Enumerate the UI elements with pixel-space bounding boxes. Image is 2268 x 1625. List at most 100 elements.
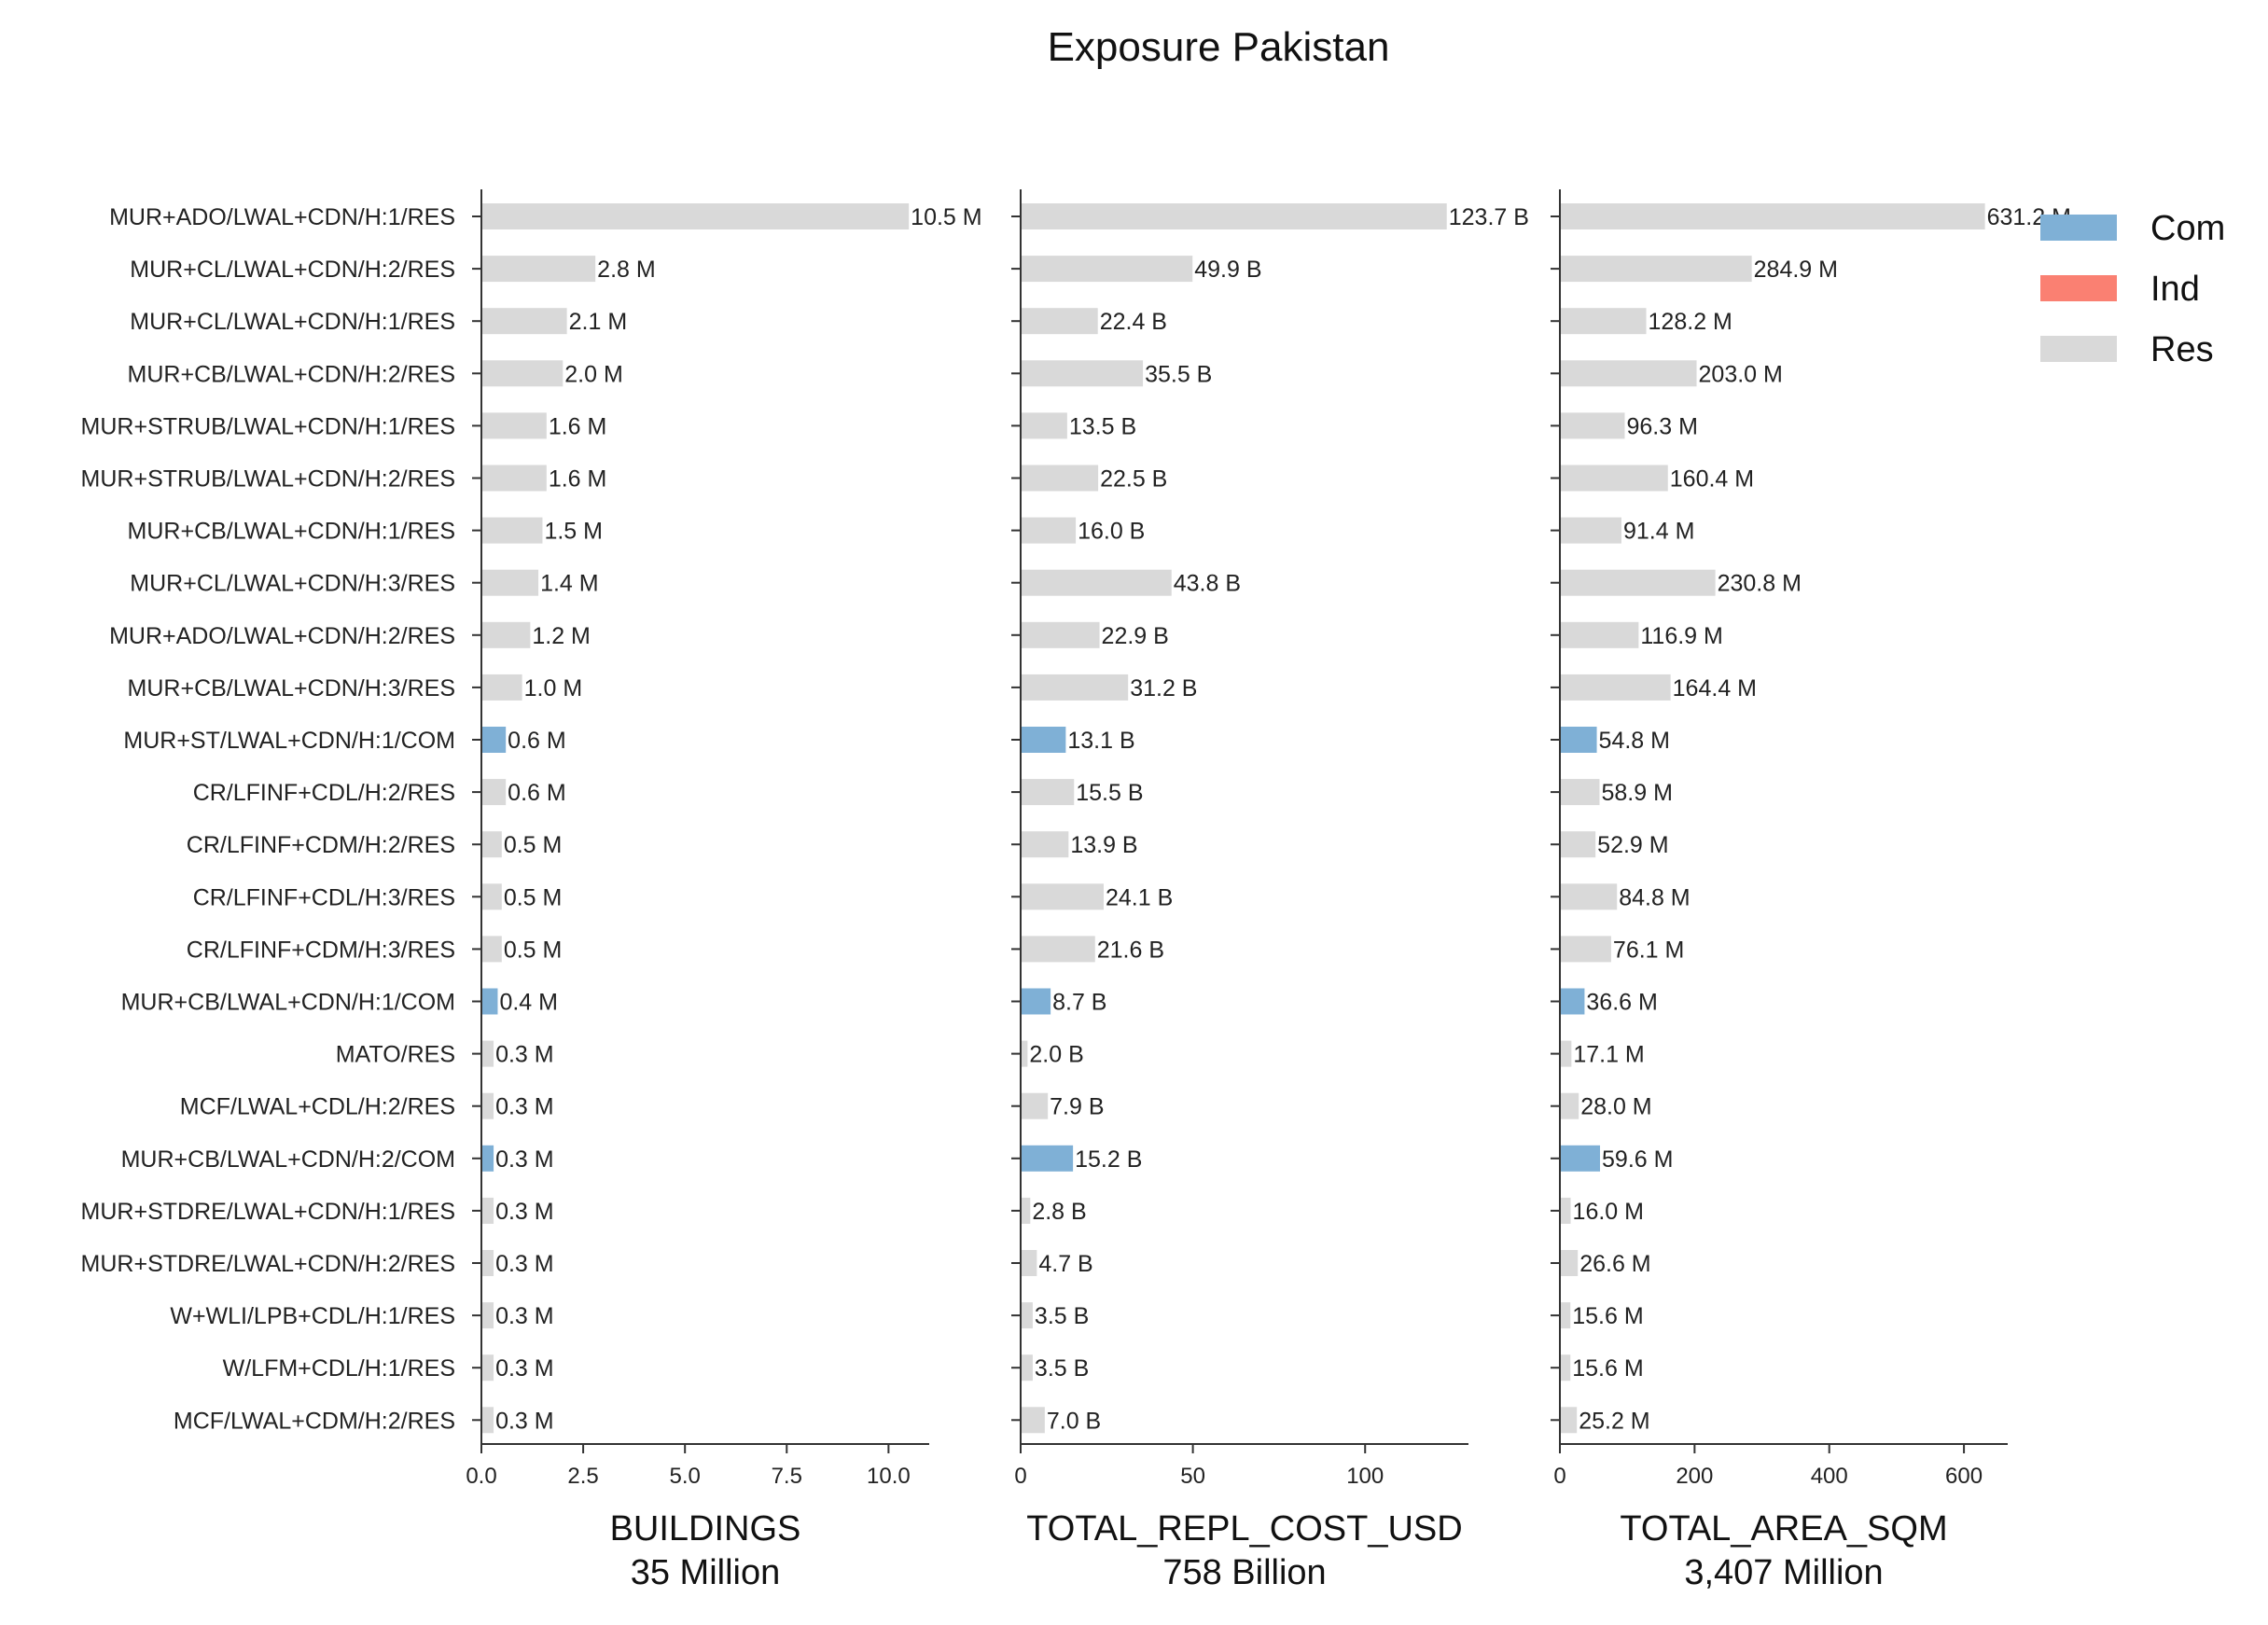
x-tick-label: 7.5 xyxy=(772,1464,802,1489)
data-label: 203.0 M xyxy=(1699,361,1783,387)
bar-res xyxy=(1560,1197,1571,1224)
bar-res xyxy=(481,1092,494,1119)
data-label: 54.8 M xyxy=(1599,728,1670,754)
data-label: 58.9 M xyxy=(1602,780,1673,806)
x-axis-subtitle: 3,407 Million xyxy=(1684,1553,1883,1592)
bar-res xyxy=(481,1302,494,1329)
x-tick-label: 400 xyxy=(1811,1464,1848,1489)
category-label: MUR+CB/LWAL+CDN/H:2/COM xyxy=(121,1146,455,1173)
data-label: 0.6 M xyxy=(508,728,566,754)
data-label: 22.9 B xyxy=(1102,623,1169,649)
data-label: 7.0 B xyxy=(1047,1408,1101,1434)
data-label: 36.6 M xyxy=(1586,990,1657,1016)
category-label: MUR+CB/LWAL+CDN/H:1/RES xyxy=(128,519,455,545)
bar-res xyxy=(481,569,539,596)
legend-label-res: Res xyxy=(2150,330,2214,369)
category-label: MUR+ADO/LWAL+CDN/H:2/RES xyxy=(109,623,455,649)
category-label: CR/LFINF+CDM/H:2/RES xyxy=(187,832,455,858)
bar-res xyxy=(1560,779,1600,806)
x-tick-label: 0 xyxy=(1014,1464,1026,1489)
bar-res xyxy=(1560,1354,1571,1382)
category-label: MUR+STRUB/LWAL+CDN/H:2/RES xyxy=(81,466,455,493)
bar-res xyxy=(481,621,531,648)
bar-com xyxy=(481,727,507,753)
data-label: 0.3 M xyxy=(495,1199,554,1225)
bar-res xyxy=(1560,1302,1571,1329)
data-label: 15.5 B xyxy=(1076,780,1143,806)
bar-res xyxy=(1021,308,1098,335)
data-label: 31.2 B xyxy=(1130,675,1197,701)
x-axis-title: BUILDINGS xyxy=(610,1509,801,1549)
data-label: 13.9 B xyxy=(1070,832,1137,858)
bar-res xyxy=(481,360,564,387)
data-label: 0.5 M xyxy=(504,832,563,858)
data-label: 76.1 M xyxy=(1613,937,1684,963)
data-label: 230.8 M xyxy=(1718,571,1802,597)
bar-res xyxy=(1021,412,1067,439)
bar-res xyxy=(1021,517,1077,544)
bar-res xyxy=(1021,569,1172,596)
bar-com xyxy=(1021,727,1066,753)
category-label: MCF/LWAL+CDL/H:2/RES xyxy=(180,1094,455,1120)
legend-label-ind: Ind xyxy=(2150,270,2200,309)
bar-res xyxy=(481,1250,494,1276)
data-label: 35.5 B xyxy=(1145,361,1212,387)
data-label: 128.2 M xyxy=(1649,309,1732,335)
data-label: 10.5 M xyxy=(911,204,981,230)
data-label: 1.2 M xyxy=(532,623,591,649)
data-label: 2.8 B xyxy=(1032,1199,1086,1225)
x-tick-label: 100 xyxy=(1346,1464,1384,1489)
x-tick-label: 0 xyxy=(1553,1464,1565,1489)
data-label: 15.6 M xyxy=(1572,1355,1643,1382)
bar-res xyxy=(1560,936,1611,963)
data-label: 25.2 M xyxy=(1579,1408,1649,1434)
x-axis-subtitle: 35 Million xyxy=(631,1553,781,1592)
category-label: CR/LFINF+CDL/H:3/RES xyxy=(193,884,455,910)
bar-com xyxy=(1021,1145,1074,1172)
data-label: 2.0 M xyxy=(564,361,623,387)
data-label: 0.5 M xyxy=(504,884,563,910)
bar-com xyxy=(1021,988,1051,1015)
panel-2: 123.7 B 49.9 B 22.4 B 35.5 B 13.5 B 22.5 B 16.… xyxy=(1011,189,1529,1592)
data-label: 1.4 M xyxy=(540,571,599,597)
bar-res xyxy=(481,936,502,963)
data-label: 3.5 B xyxy=(1035,1355,1089,1382)
data-label: 2.1 M xyxy=(569,309,628,335)
data-label: 28.0 M xyxy=(1580,1094,1651,1120)
x-tick-label: 0.0 xyxy=(466,1464,496,1489)
bar-res xyxy=(1021,203,1447,229)
bar-res xyxy=(481,831,502,858)
bar-res xyxy=(1560,517,1621,544)
data-label: 0.3 M xyxy=(495,1042,554,1068)
bar-com xyxy=(481,988,498,1015)
category-label: MUR+CB/LWAL+CDN/H:3/RES xyxy=(128,675,455,701)
category-label: CR/LFINF+CDL/H:2/RES xyxy=(193,780,455,806)
legend-swatch-res xyxy=(2040,336,2117,362)
bar-res xyxy=(1021,1302,1033,1329)
bar-com xyxy=(1560,988,1585,1015)
bar-com xyxy=(481,1145,494,1172)
data-label: 22.4 B xyxy=(1100,309,1167,335)
data-label: 17.1 M xyxy=(1573,1042,1644,1068)
data-label: 8.7 B xyxy=(1052,990,1106,1016)
legend: Com Ind Res xyxy=(2040,209,2225,369)
data-label: 24.1 B xyxy=(1106,884,1173,910)
category-label: MUR+STDRE/LWAL+CDN/H:2/RES xyxy=(81,1251,455,1277)
category-label: W/LFM+CDL/H:1/RES xyxy=(223,1355,455,1382)
legend-swatch-com xyxy=(2040,215,2117,241)
category-label: MCF/LWAL+CDM/H:2/RES xyxy=(174,1408,455,1434)
bar-com xyxy=(1560,1145,1601,1172)
bar-res xyxy=(1560,674,1671,701)
bar-res xyxy=(1560,831,1596,858)
category-label: MUR+CL/LWAL+CDN/H:2/RES xyxy=(130,257,455,283)
bar-res xyxy=(1021,360,1144,387)
bar-res xyxy=(1021,1250,1037,1276)
bar-res xyxy=(481,1040,494,1067)
bar-res xyxy=(481,256,596,283)
data-label: 116.9 M xyxy=(1640,623,1722,649)
bar-res xyxy=(1560,1040,1572,1067)
data-label: 49.9 B xyxy=(1194,257,1261,283)
data-label: 4.7 B xyxy=(1038,1251,1092,1277)
data-label: 0.3 M xyxy=(495,1094,554,1120)
